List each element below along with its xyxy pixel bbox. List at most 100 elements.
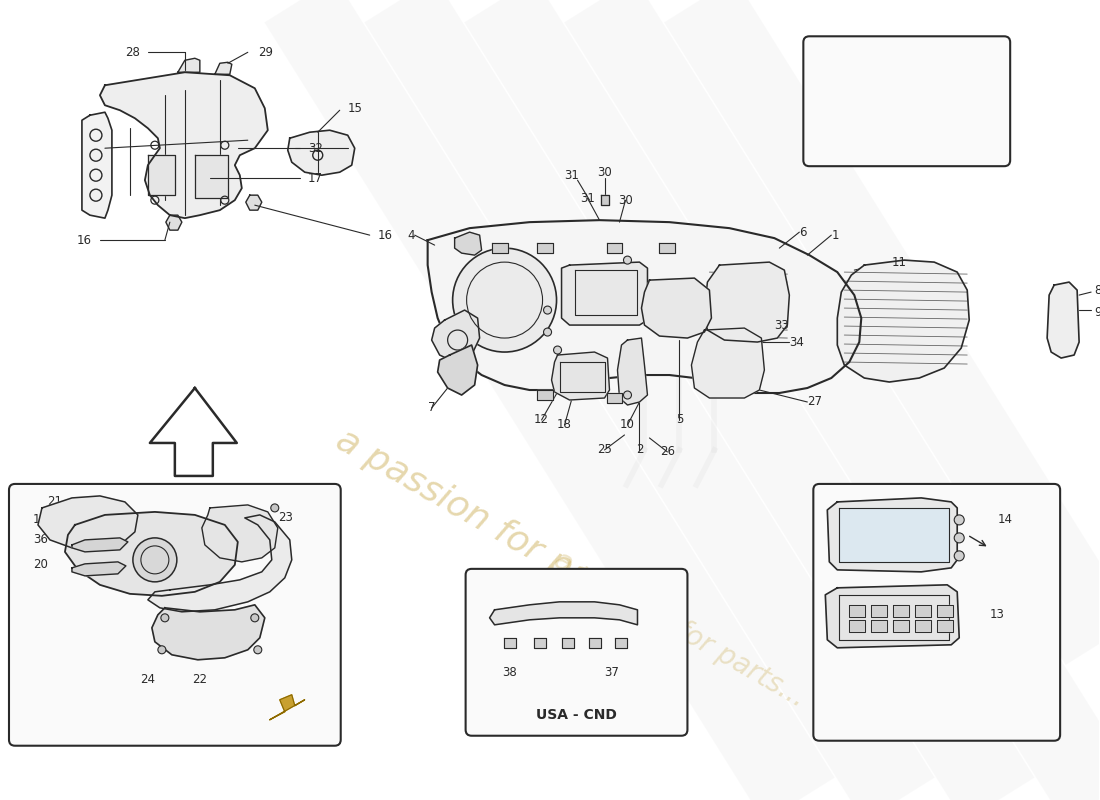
Polygon shape [492,243,507,253]
Polygon shape [72,562,125,576]
Circle shape [158,646,166,654]
Text: 32: 32 [308,142,322,154]
Polygon shape [72,538,128,552]
Circle shape [954,551,965,561]
Polygon shape [504,638,516,648]
Text: 19: 19 [33,514,48,526]
Polygon shape [588,638,601,648]
Polygon shape [65,512,238,596]
Polygon shape [849,605,866,617]
FancyBboxPatch shape [465,569,688,736]
Polygon shape [617,338,648,405]
Text: 6: 6 [800,226,806,238]
Polygon shape [893,605,910,617]
Polygon shape [692,328,764,398]
Polygon shape [849,620,866,632]
Text: 14: 14 [998,514,1012,526]
Polygon shape [195,155,228,198]
Circle shape [543,306,551,314]
Polygon shape [270,694,305,720]
Text: 29: 29 [257,46,273,58]
FancyBboxPatch shape [813,484,1060,741]
Circle shape [271,504,278,512]
Text: 31: 31 [564,169,579,182]
Text: 3: 3 [820,49,827,62]
Polygon shape [915,620,932,632]
Polygon shape [537,390,552,400]
FancyBboxPatch shape [9,484,341,746]
Text: 24: 24 [141,674,155,686]
Text: 26: 26 [660,446,675,458]
Circle shape [954,533,965,543]
Polygon shape [245,195,262,210]
Text: 15: 15 [348,102,363,114]
Polygon shape [601,195,608,205]
Polygon shape [438,345,477,395]
Polygon shape [915,605,932,617]
Text: 30: 30 [597,166,612,178]
Text: 7: 7 [428,402,436,414]
Polygon shape [704,262,790,342]
Polygon shape [871,620,888,632]
Polygon shape [100,72,267,218]
Polygon shape [837,260,969,382]
Circle shape [954,515,965,525]
Text: 22: 22 [192,674,207,686]
Polygon shape [166,215,182,230]
Text: USA - CND: USA - CND [536,708,617,722]
Circle shape [553,346,561,354]
Polygon shape [150,388,236,476]
Text: a passion for parts...: a passion for parts... [330,422,669,638]
FancyBboxPatch shape [803,36,1010,166]
Text: 36: 36 [33,534,48,546]
Text: 20: 20 [33,558,48,571]
Polygon shape [937,605,954,617]
Polygon shape [561,262,648,325]
Text: 13: 13 [989,608,1004,622]
Polygon shape [534,638,546,648]
Polygon shape [827,498,957,572]
Polygon shape [937,620,954,632]
Polygon shape [490,602,638,625]
Text: 4: 4 [407,229,415,242]
Text: 23: 23 [278,511,293,525]
Polygon shape [428,220,861,393]
Polygon shape [147,515,292,612]
Text: 1: 1 [832,229,839,242]
Text: 28: 28 [125,46,140,58]
Polygon shape [201,505,278,562]
Circle shape [624,391,631,399]
Circle shape [254,646,262,654]
Polygon shape [81,112,112,218]
Polygon shape [660,243,675,253]
Polygon shape [893,620,910,632]
Polygon shape [641,278,712,338]
Text: 21: 21 [47,495,62,509]
Text: 8: 8 [1094,283,1100,297]
Text: 27: 27 [807,395,823,409]
Text: 25: 25 [597,443,612,457]
Polygon shape [839,508,949,562]
Text: 38: 38 [503,666,517,679]
Text: 5: 5 [675,414,683,426]
Text: 10: 10 [620,418,635,431]
Polygon shape [537,243,552,253]
Polygon shape [147,155,175,195]
Polygon shape [606,393,623,403]
Polygon shape [606,243,623,253]
Text: 37: 37 [604,666,619,679]
Circle shape [452,248,557,352]
Polygon shape [288,130,354,175]
Text: 11: 11 [891,256,906,269]
Circle shape [543,328,551,336]
Polygon shape [39,496,138,550]
Polygon shape [178,58,200,72]
Text: 16: 16 [77,234,92,246]
Text: 33: 33 [774,318,789,331]
Text: 18: 18 [557,418,572,431]
Polygon shape [616,638,627,648]
Text: 30: 30 [618,194,632,206]
Text: 9: 9 [1094,306,1100,318]
Text: 34: 34 [790,335,804,349]
Polygon shape [431,310,480,362]
